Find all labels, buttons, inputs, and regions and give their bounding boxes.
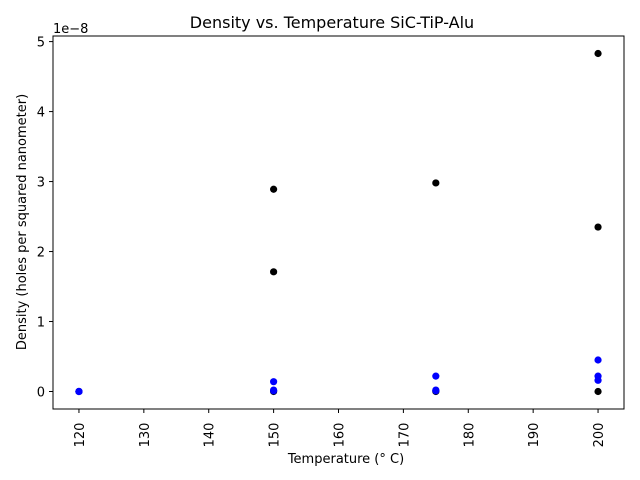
y-tick-label: 1 <box>37 316 45 331</box>
y-axis-label: Density (holes per squared nanometer) <box>15 94 30 350</box>
data-points <box>75 49 602 396</box>
data-point-s1-3 <box>432 179 440 187</box>
x-tick-label: 180 <box>462 423 477 448</box>
x-tick-label: 140 <box>203 423 218 448</box>
data-point-s2-3 <box>270 378 278 386</box>
chart-title: Density vs. Temperature SiC-TiP-Alu <box>190 13 474 32</box>
plot-frame <box>52 35 625 410</box>
x-tick-label: 190 <box>527 423 542 448</box>
data-point-s1-6 <box>594 387 602 396</box>
data-point-s2-8 <box>432 387 440 395</box>
data-point-s2-12 <box>75 387 83 396</box>
data-point-s2-6 <box>432 372 440 380</box>
data-point-s2-9 <box>594 356 602 364</box>
x-tick-label: 120 <box>73 423 88 448</box>
x-tick-label: 200 <box>592 423 607 448</box>
data-point-s1-1 <box>270 185 278 193</box>
x-tick-label: 160 <box>333 423 348 448</box>
y-tick-label: 2 <box>37 246 45 261</box>
data-point-s2-5 <box>270 387 278 395</box>
data-point-s1-4 <box>594 49 602 58</box>
x-tick-label: 150 <box>268 423 283 448</box>
data-point-s1-2 <box>270 268 278 276</box>
x-axis-label: Temperature (° C) <box>287 452 404 467</box>
x-tick-label: 170 <box>397 423 412 448</box>
y-axis-ticks: 0 1 2 3 4 5 <box>37 36 53 401</box>
y-tick-label: 4 <box>37 106 45 121</box>
y-tick-label: 5 <box>37 36 45 51</box>
y-tick-label: 0 <box>37 386 45 401</box>
y-axis-offset-text: 1e−8 <box>53 22 88 37</box>
data-point-s1-5 <box>594 223 602 231</box>
y-tick-label: 3 <box>37 176 45 191</box>
x-tick-label: 130 <box>138 423 153 448</box>
data-point-s2-11 <box>594 376 602 384</box>
x-axis-ticks: 120 130 140 150 160 170 180 190 200 <box>73 409 607 447</box>
